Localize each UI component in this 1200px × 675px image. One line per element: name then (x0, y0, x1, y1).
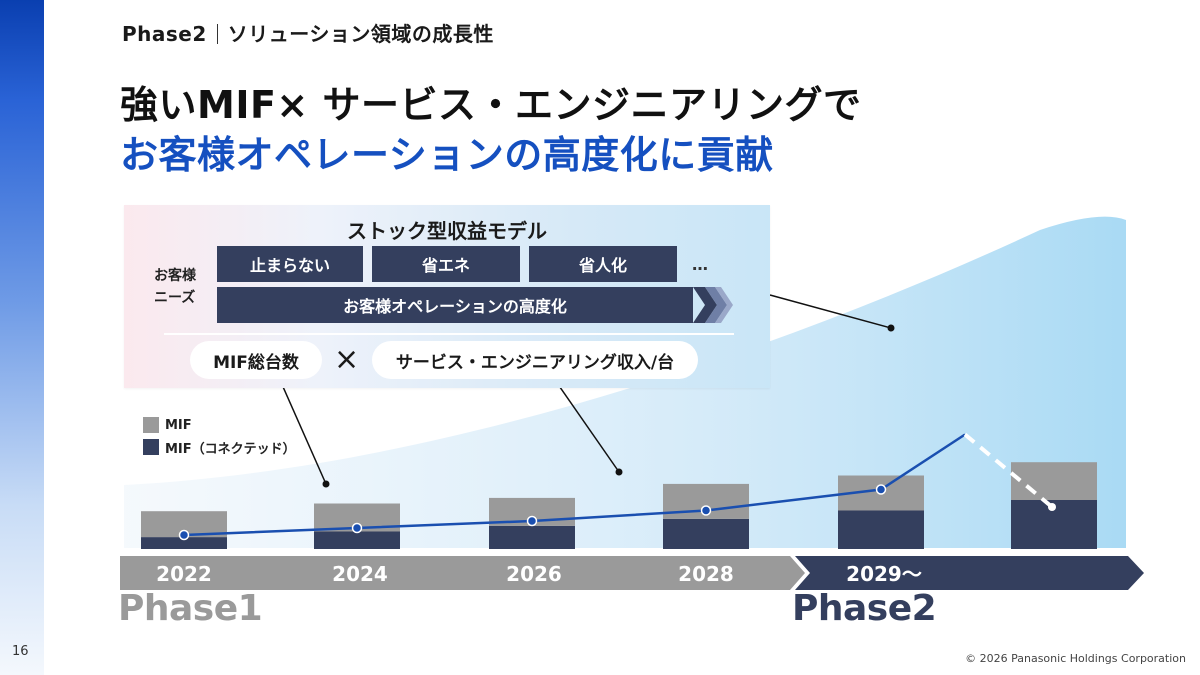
bar-mif-connected (838, 510, 924, 549)
legend-swatch-navy (143, 439, 159, 455)
callout-dot-mif (322, 480, 330, 488)
timeline-year-label: 2029〜 (846, 562, 922, 586)
need-nonstop: 止まらない (217, 246, 363, 282)
timeline-years: 2022 2024 2026 2028 2029〜 (156, 562, 922, 586)
callout-line-mif (279, 379, 327, 485)
divider (164, 333, 734, 335)
callout-dot-service (615, 468, 623, 476)
timeline-year-label: 2026 (506, 562, 562, 586)
need-labor-saving: 省人化 (529, 246, 677, 282)
page-title-line2: お客様オペレーションの高度化に貢献 (120, 133, 774, 177)
line-service-revenue (183, 433, 966, 537)
timeline-year-label: 2024 (332, 562, 388, 586)
customer-needs-label: お客様ニーズ (154, 268, 196, 306)
copyright: © 2026 Panasonic Holdings Corporation (965, 652, 1186, 665)
phase2-label: Phase2 (792, 588, 937, 629)
timeline-phase2-arrow (795, 556, 1144, 590)
phase1-label: Phase1 (118, 588, 263, 629)
breadcrumb-topic: ソリューション領域の成長性 (227, 22, 494, 46)
timeline-year-label: 2022 (156, 562, 212, 586)
line-point (351, 522, 363, 534)
callout-line-box (769, 294, 892, 329)
page-number: 16 (12, 644, 29, 659)
stock-model-box: ストック型収益モデル お客様ニーズ 止まらない 省エネ 省人化 … お客様オペレ… (124, 205, 770, 388)
line-projection-point (1048, 503, 1056, 511)
stock-model-title: ストック型収益モデル (347, 219, 547, 243)
bar-mif (1011, 462, 1097, 500)
legend-swatch-gray (143, 417, 159, 433)
timeline-arrows (120, 556, 1144, 590)
side-accent-bar (0, 0, 44, 675)
bar-mif-connected (141, 537, 227, 549)
legend-item-mif: MIF (143, 414, 296, 436)
line-point (526, 515, 538, 527)
legend-label-mif: MIF (165, 417, 192, 433)
chart-legend: MIF MIF（コネクテッド） (143, 414, 296, 458)
growth-swoosh (124, 216, 1126, 548)
legend-label-mif-connected: MIF（コネクテッド） (165, 441, 296, 457)
line-point (178, 529, 190, 541)
operation-upgrade-bar: お客様オペレーションの高度化 (217, 287, 693, 323)
bar-mif-connected (314, 531, 400, 549)
chevron-right-icon (693, 287, 733, 323)
multiply-icon: × (334, 342, 360, 377)
line-point (700, 505, 712, 516)
legend-item-mif-connected: MIF（コネクテッド） (143, 436, 296, 458)
need-energy-saving: 省エネ (372, 246, 520, 282)
mif-total-pill: MIF総台数 (190, 341, 322, 379)
page-title-line1: 強いMIF× サービス・エンジニアリングで (120, 83, 862, 127)
bar-mif-connected (663, 518, 749, 549)
bar-mif-connected (489, 525, 575, 549)
callout-lines (279, 294, 895, 488)
callout-line-service (554, 379, 620, 473)
timeline-year-label: 2028 (678, 562, 734, 586)
line-layer (178, 432, 1056, 541)
line-point (875, 484, 887, 495)
service-revenue-pill: サービス・エンジニアリング収入/台 (372, 341, 698, 379)
callout-dot-box (887, 324, 895, 332)
timeline-phase1-arrow (120, 556, 805, 590)
breadcrumb-separator (216, 24, 218, 44)
breadcrumb: Phase2 ソリューション領域の成長性 (122, 18, 494, 47)
need-more: … (692, 255, 708, 274)
breadcrumb-phase: Phase2 (122, 22, 207, 46)
